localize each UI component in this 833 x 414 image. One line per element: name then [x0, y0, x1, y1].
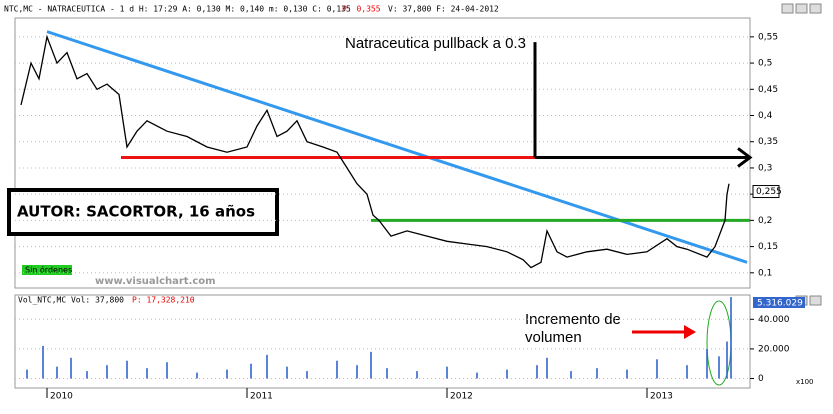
- y-tick-label: 0: [758, 374, 764, 384]
- x-tick-label: 2011: [250, 392, 273, 402]
- y-tick-label: 20.000: [758, 344, 790, 354]
- volume-bar: [86, 371, 88, 379]
- y-tick-label: 0,45: [758, 85, 778, 95]
- x-tick-label: 2012: [450, 392, 473, 402]
- header-red: P: 0,355: [342, 5, 381, 14]
- volume-bar: [656, 359, 658, 379]
- volume-bar: [266, 354, 268, 379]
- volume-bar: [336, 360, 338, 379]
- volume-bar: [106, 365, 108, 379]
- header-text: NTC,MC - NATRACEUTICA - 1 d H: 17:29 A: …: [4, 5, 351, 14]
- volume-bar: [166, 362, 168, 379]
- volume-arrow-head: [684, 325, 696, 339]
- volume-header: Vol_NTC,MC Vol: 37,800: [18, 296, 124, 305]
- orders-box: [22, 265, 72, 275]
- volume-bar: [306, 371, 308, 379]
- volume-bar: [226, 369, 228, 379]
- pullback-note: Natraceutica pullback a 0.3: [345, 35, 526, 52]
- volume-bar: [476, 372, 478, 379]
- y-tick-label: 0,35: [758, 137, 778, 147]
- volume-bar: [386, 368, 388, 379]
- volume-bar: [146, 368, 148, 379]
- arrow-head: [737, 147, 753, 168]
- y-tick-label: 0,4: [758, 111, 773, 121]
- volume-bar: [706, 348, 708, 379]
- volume-panel: [14, 294, 751, 389]
- volume-bar: [570, 371, 572, 379]
- orders-text: Sin órdenes: [25, 265, 72, 275]
- volume-bar: [446, 366, 448, 379]
- y-tick-label: 0,1: [758, 268, 772, 278]
- volume-bar: [196, 372, 198, 379]
- x-tick-label: 2010: [50, 392, 73, 402]
- author-text: AUTOR: SACORTOR, 16 años: [17, 203, 255, 221]
- maximize-button[interactable]: [795, 3, 808, 14]
- volume-bar: [596, 368, 598, 379]
- y-tick-label: 0,55: [758, 32, 778, 42]
- y-tick-label: 0,15: [758, 242, 778, 252]
- volume-bar: [56, 366, 58, 379]
- last-price-box: [752, 185, 780, 199]
- last-volume-box: [753, 297, 805, 308]
- price-line: [20, 34, 730, 269]
- volume-bar: [626, 369, 628, 379]
- volume-header-red: P: 17,328,210: [132, 296, 195, 305]
- volume-bar: [730, 297, 732, 379]
- volume-bar: [70, 357, 72, 379]
- volume-bar: [356, 365, 358, 379]
- volume-bar: [546, 357, 548, 379]
- volume-bar: [718, 356, 720, 379]
- close-button[interactable]: [809, 3, 822, 14]
- trend-line: [46, 30, 748, 264]
- vol-close-button[interactable]: [809, 295, 822, 306]
- x-tick-label: 2013: [650, 392, 673, 402]
- volume-bar: [42, 345, 44, 379]
- volume-bar: [370, 351, 372, 379]
- y-tick-label: 40.000: [758, 315, 790, 325]
- zoom-label: x100: [796, 378, 814, 386]
- volume-bar: [506, 369, 508, 379]
- volume-bar: [416, 371, 418, 379]
- volume-note-1: Incremento de: [525, 311, 621, 328]
- volume-bar: [126, 360, 128, 379]
- site-text: www.visualchart.com: [95, 276, 216, 287]
- y-tick-label: 0,2: [758, 216, 772, 226]
- volume-bar: [726, 341, 728, 379]
- header-right: V: 37,800 F: 24-04-2012: [388, 5, 499, 14]
- last-volume: 5.316.029: [757, 299, 803, 309]
- volume-bar: [686, 365, 688, 379]
- author-box: [7, 188, 279, 236]
- volume-bar: [26, 369, 28, 379]
- volume-bar: [286, 366, 288, 379]
- y-tick-label: 0,3: [758, 163, 772, 173]
- volume-bar: [250, 363, 252, 379]
- minimize-button[interactable]: [781, 3, 794, 14]
- volume-note-2: volumen: [525, 329, 582, 346]
- volume-bar: [536, 365, 538, 379]
- last-price: 0,255: [756, 187, 782, 197]
- y-tick-label: 0,5: [758, 59, 772, 69]
